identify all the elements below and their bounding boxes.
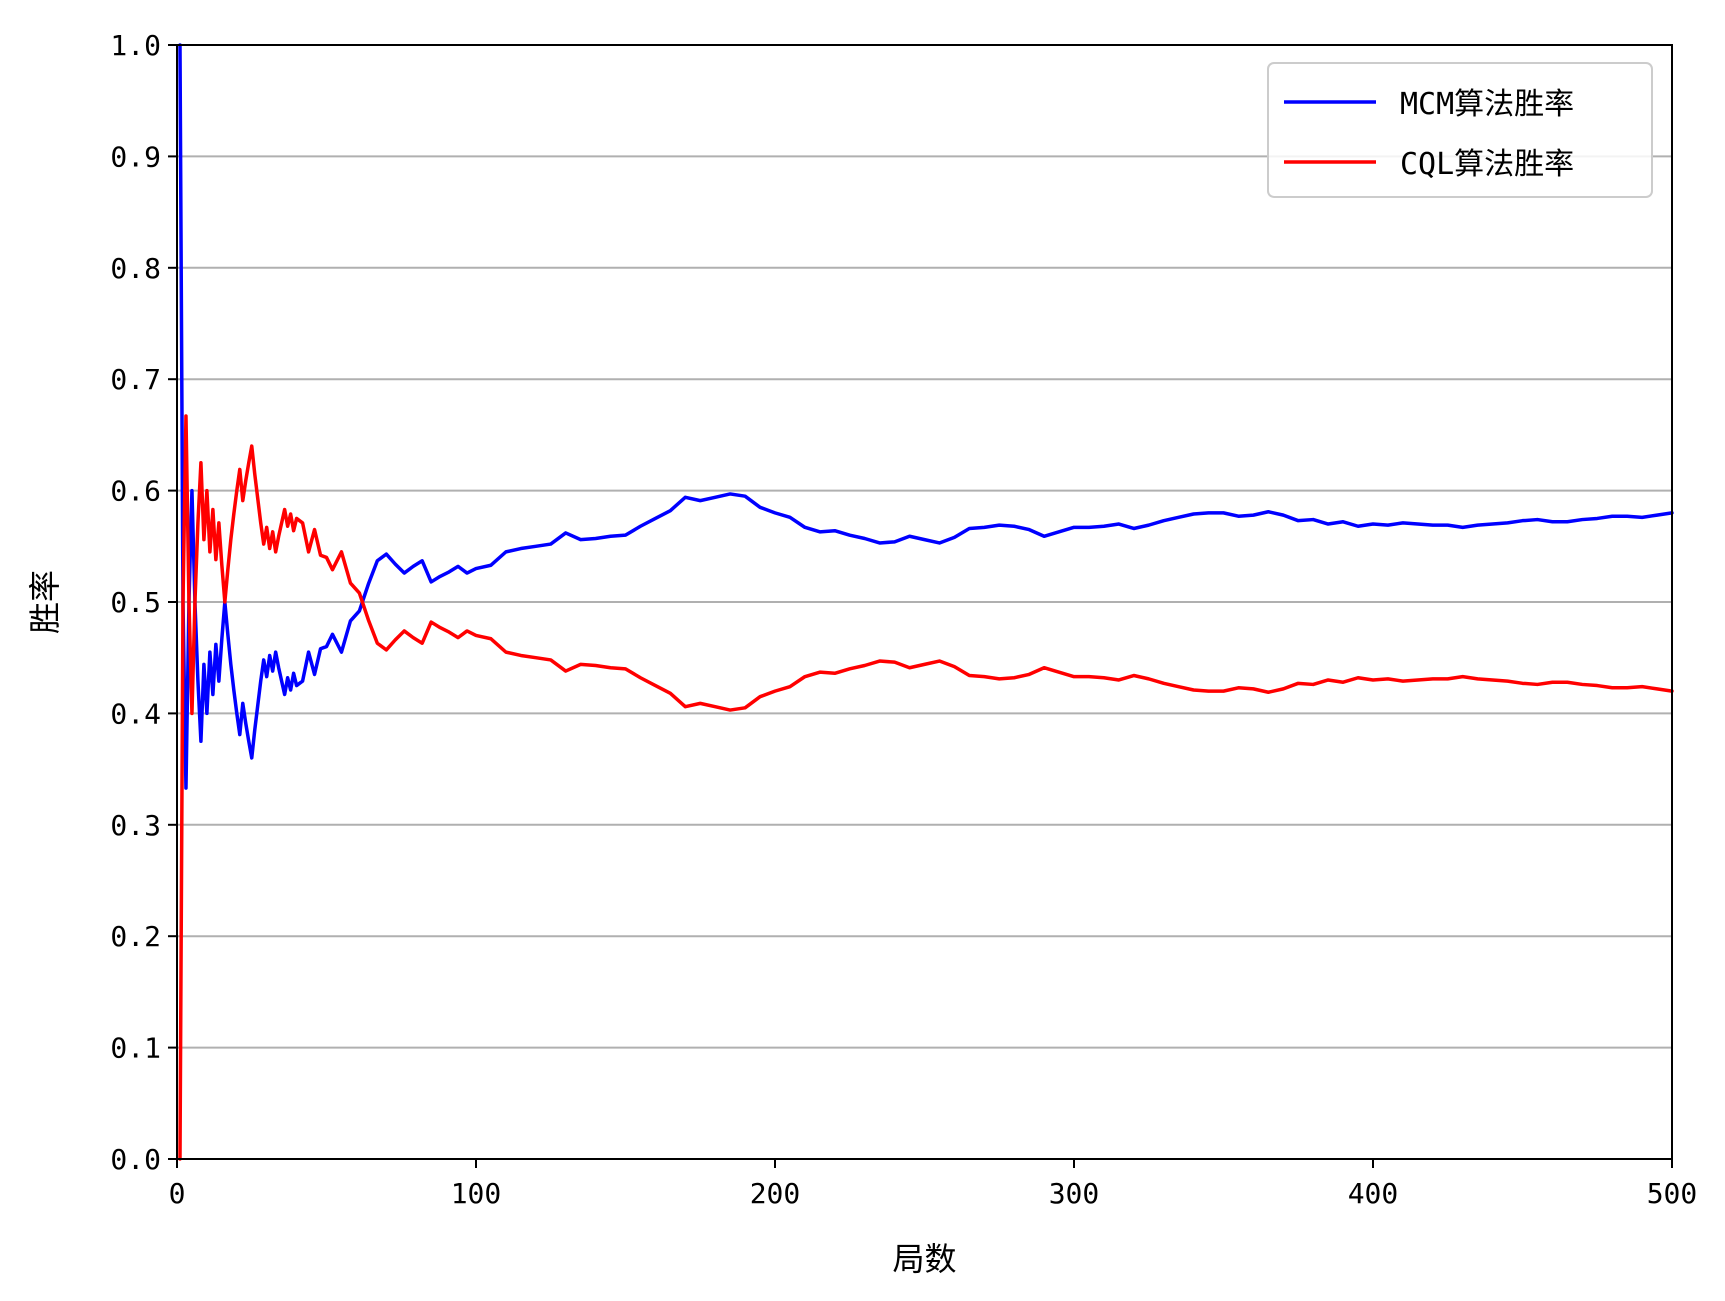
y-tick-label: 0.8 — [110, 252, 161, 285]
y-tick-label: 0.7 — [110, 363, 161, 396]
x-tick-label: 500 — [1647, 1177, 1698, 1210]
y-tick-label: 0.4 — [110, 697, 161, 730]
y-tick-label: 0.9 — [110, 140, 161, 173]
y-tick-label: 0.6 — [110, 475, 161, 508]
legend: MCM算法胜率 CQL算法胜率 — [1267, 62, 1653, 198]
series-line-cql — [178, 414, 1674, 1161]
x-tick-label: 100 — [451, 1177, 502, 1210]
x-axis-label: 局数 — [892, 1240, 956, 1278]
series-lines — [178, 43, 1674, 1161]
y-tick-label: 0.0 — [110, 1143, 161, 1176]
legend-label-cql: CQL算法胜率 — [1400, 147, 1574, 182]
y-axis-label: 胜率 — [26, 570, 64, 634]
x-tick-label: 400 — [1348, 1177, 1399, 1210]
y-tick-label: 0.5 — [110, 586, 161, 619]
y-tick-label: 0.1 — [110, 1032, 161, 1065]
y-tick-label: 0.2 — [110, 920, 161, 953]
y-tick-label: 0.3 — [110, 809, 161, 842]
legend-label-mcm: MCM算法胜率 — [1400, 87, 1574, 122]
axis-ticks: 0.0 0.1 0.2 0.3 0.4 0.5 0.6 0.7 0.8 0.9 1.0 0 100 200… — [110, 29, 1697, 1210]
y-tick-label: 1.0 — [110, 29, 161, 62]
series-line-mcm — [178, 43, 1674, 790]
x-tick-label: 300 — [1049, 1177, 1100, 1210]
x-tick-label: 200 — [750, 1177, 801, 1210]
x-tick-label: 0 — [169, 1177, 186, 1210]
